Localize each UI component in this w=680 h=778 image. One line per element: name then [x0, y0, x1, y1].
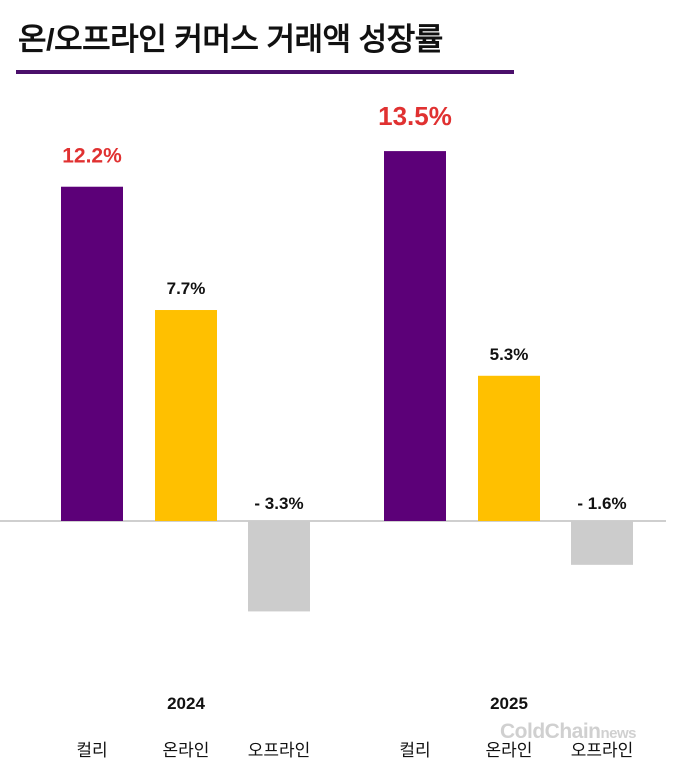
year-label-2025: 2025 — [490, 694, 528, 713]
watermark-main: ColdChain — [500, 720, 601, 743]
category-label-2024-1: 온라인 — [163, 741, 210, 760]
category-label-2024-0: 컬리 — [76, 741, 107, 760]
page-title: 온/오프라인 커머스 거래액 성장률 — [18, 22, 443, 57]
bar-2025-0 — [384, 151, 446, 521]
data-label-2024-1: 7.7% — [167, 279, 206, 298]
category-label-2025-2: 오프라인 — [571, 741, 634, 760]
bar-2024-2 — [248, 521, 310, 612]
bar-2024-0 — [61, 186, 123, 521]
data-label-2025-1: 5.3% — [490, 345, 529, 364]
data-label-2024-2: - 3.3% — [254, 494, 303, 513]
bar-2025-2 — [571, 521, 633, 565]
data-label-2024-0: 12.2% — [62, 145, 122, 168]
category-label-2025-1: 온라인 — [486, 741, 533, 760]
watermark: ColdChainnews — [500, 720, 637, 744]
category-label-2024-2: 오프라인 — [248, 741, 311, 760]
year-label-2024: 2024 — [167, 694, 205, 713]
data-label-2025-2: - 1.6% — [577, 494, 626, 513]
title-underline — [16, 70, 514, 74]
bar-2025-1 — [478, 375, 540, 521]
watermark-suffix: news — [600, 725, 637, 742]
data-label-2025-0: 13.5% — [378, 101, 452, 131]
bar-2024-1 — [155, 310, 217, 521]
category-label-2025-0: 컬리 — [399, 741, 430, 760]
